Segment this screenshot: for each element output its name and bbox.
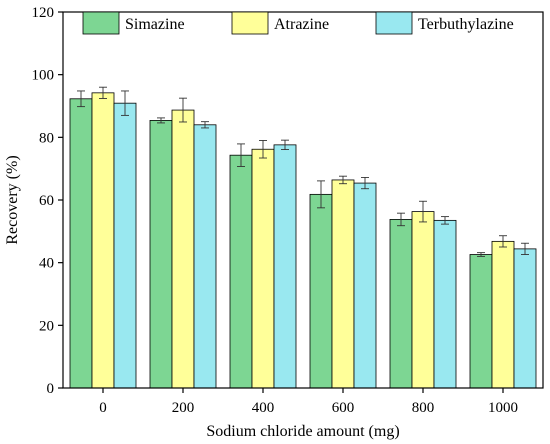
y-tick-label: 120 — [32, 5, 55, 21]
legend-item-atrazine: Atrazine — [231, 11, 329, 35]
bar-atrazine-600 — [331, 179, 355, 389]
error-bar-simazine-1000 — [477, 252, 485, 257]
legend-item-terbuthylazine: Terbuthylazine — [375, 11, 514, 35]
x-tick-label: 200 — [172, 400, 195, 416]
bar-simazine-0 — [69, 98, 93, 389]
legend-swatch — [375, 11, 413, 35]
bar-atrazine-400 — [251, 148, 275, 389]
bar-simazine-800 — [389, 219, 413, 389]
bar-terbuthylazine-400 — [273, 144, 297, 389]
y-tick-label: 20 — [39, 318, 54, 334]
error-bar-terbuthylazine-600 — [361, 176, 369, 190]
x-axis-label: Sodium chloride amount (mg) — [206, 423, 399, 440]
error-bar-simazine-400 — [237, 143, 245, 167]
x-tick-label: 1000 — [488, 400, 518, 416]
legend-swatch — [231, 11, 269, 35]
error-bar-atrazine-600 — [339, 175, 347, 185]
y-tick-label: 40 — [39, 256, 54, 272]
bar-terbuthylazine-600 — [353, 182, 377, 389]
error-bar-terbuthylazine-0 — [121, 90, 129, 116]
y-tick-label: 0 — [47, 381, 55, 397]
error-bar-atrazine-200 — [179, 97, 187, 123]
y-axis-label: Recovery (%) — [4, 155, 21, 244]
bar-atrazine-0 — [91, 92, 115, 389]
error-bar-atrazine-0 — [99, 86, 107, 99]
error-bar-simazine-600 — [317, 180, 325, 209]
x-tick-label: 400 — [252, 400, 275, 416]
bar-simazine-400 — [229, 154, 253, 389]
legend-label: Terbuthylazine — [418, 16, 514, 33]
error-bar-atrazine-1000 — [499, 235, 507, 248]
bar-simazine-600 — [309, 193, 333, 389]
bar-terbuthylazine-200 — [193, 124, 217, 389]
bar-terbuthylazine-0 — [113, 102, 137, 389]
legend: Simazine Atrazine Terbuthylazine — [82, 11, 514, 35]
bars-layer — [69, 92, 537, 389]
bar-atrazine-200 — [171, 109, 195, 389]
error-bar-terbuthylazine-200 — [201, 121, 209, 129]
x-tick-label: 600 — [332, 400, 355, 416]
bar-simazine-1000 — [469, 254, 493, 389]
error-bar-simazine-0 — [77, 90, 85, 108]
y-tick-label: 80 — [39, 130, 54, 146]
y-tick-label: 100 — [32, 68, 55, 84]
legend-label: Atrazine — [274, 16, 329, 33]
x-axis: 0 200 400 600 800 1000 — [99, 388, 518, 416]
legend-item-simazine: Simazine — [82, 11, 185, 35]
bar-atrazine-1000 — [491, 240, 515, 389]
bar-atrazine-800 — [411, 211, 435, 389]
error-bar-simazine-200 — [157, 117, 165, 124]
bar-simazine-200 — [149, 120, 173, 389]
y-tick-label: 60 — [39, 193, 54, 209]
x-tick-label: 800 — [412, 400, 435, 416]
legend-label: Simazine — [125, 16, 185, 33]
error-bars-layer — [77, 86, 529, 257]
error-bar-atrazine-800 — [419, 200, 427, 223]
error-bar-simazine-800 — [397, 212, 405, 227]
y-axis: 0 20 40 60 80 100 120 — [32, 5, 63, 397]
x-tick-label: 0 — [99, 400, 107, 416]
error-bar-terbuthylazine-1000 — [521, 242, 529, 255]
bar-terbuthylazine-800 — [433, 219, 457, 389]
bar-terbuthylazine-1000 — [513, 248, 537, 389]
error-bar-atrazine-400 — [259, 140, 267, 159]
error-bar-terbuthylazine-800 — [441, 216, 449, 225]
legend-swatch — [82, 11, 120, 35]
error-bar-terbuthylazine-400 — [281, 139, 289, 151]
